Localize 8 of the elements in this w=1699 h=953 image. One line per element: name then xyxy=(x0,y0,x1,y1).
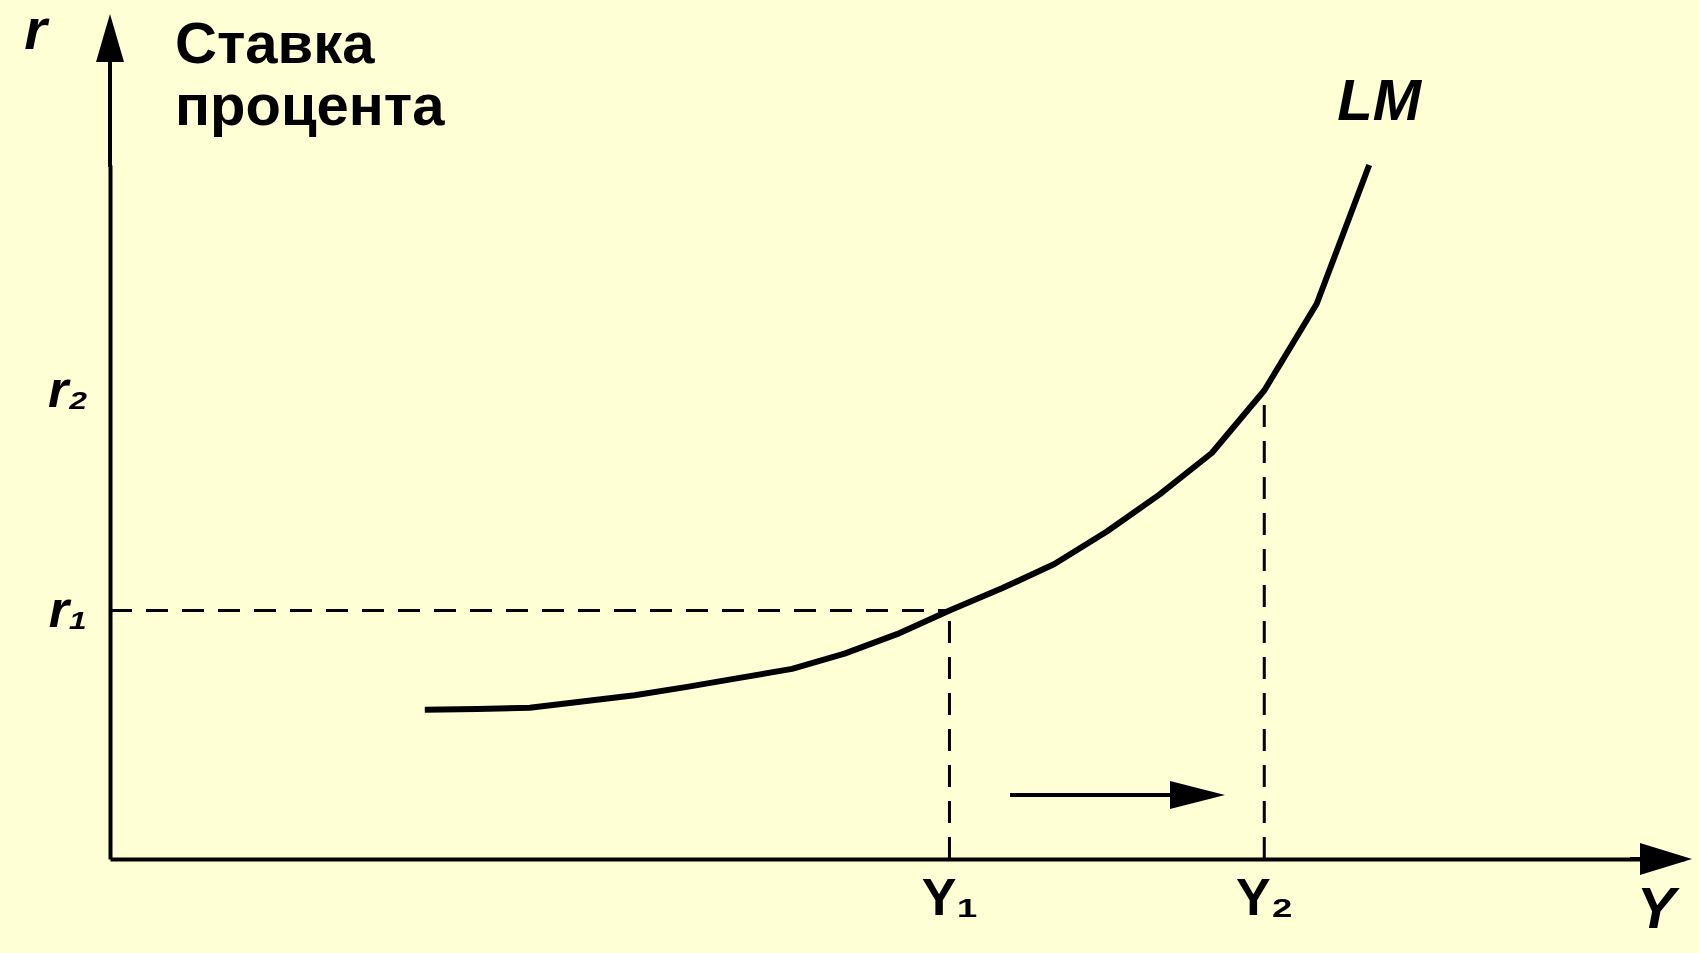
ref-line-label: r₁ xyxy=(48,579,88,638)
x-tick-label: Y₁ xyxy=(921,867,979,926)
text: Ставка процента xyxy=(175,10,446,137)
text: r₂ xyxy=(47,359,89,418)
x-tick-label: Y₂ xyxy=(1235,867,1294,926)
series-label: LM xyxy=(1337,67,1423,132)
x-axis-title: Y xyxy=(1636,874,1681,940)
y-axis-title: r xyxy=(24,0,51,61)
